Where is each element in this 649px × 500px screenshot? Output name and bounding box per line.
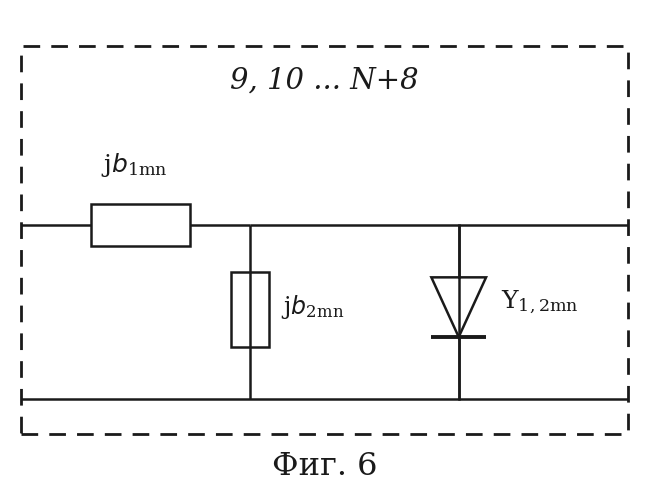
Text: 9, 10 ... N+8: 9, 10 ... N+8	[230, 67, 419, 95]
Polygon shape	[432, 278, 486, 337]
Bar	[231, 272, 269, 347]
Text: Y$\mathregular{_{1,2mn}}$: Y$\mathregular{_{1,2mn}}$	[501, 288, 578, 316]
Bar	[21, 46, 628, 434]
Text: Фиг. 6: Фиг. 6	[272, 451, 377, 482]
Bar	[91, 204, 190, 246]
Text: j$\it{b}$$\mathregular{_{2mn}}$: j$\it{b}$$\mathregular{_{2mn}}$	[281, 293, 345, 321]
Text: j$\it{b}$$\mathregular{_{1mn}}$: j$\it{b}$$\mathregular{_{1mn}}$	[101, 152, 167, 180]
